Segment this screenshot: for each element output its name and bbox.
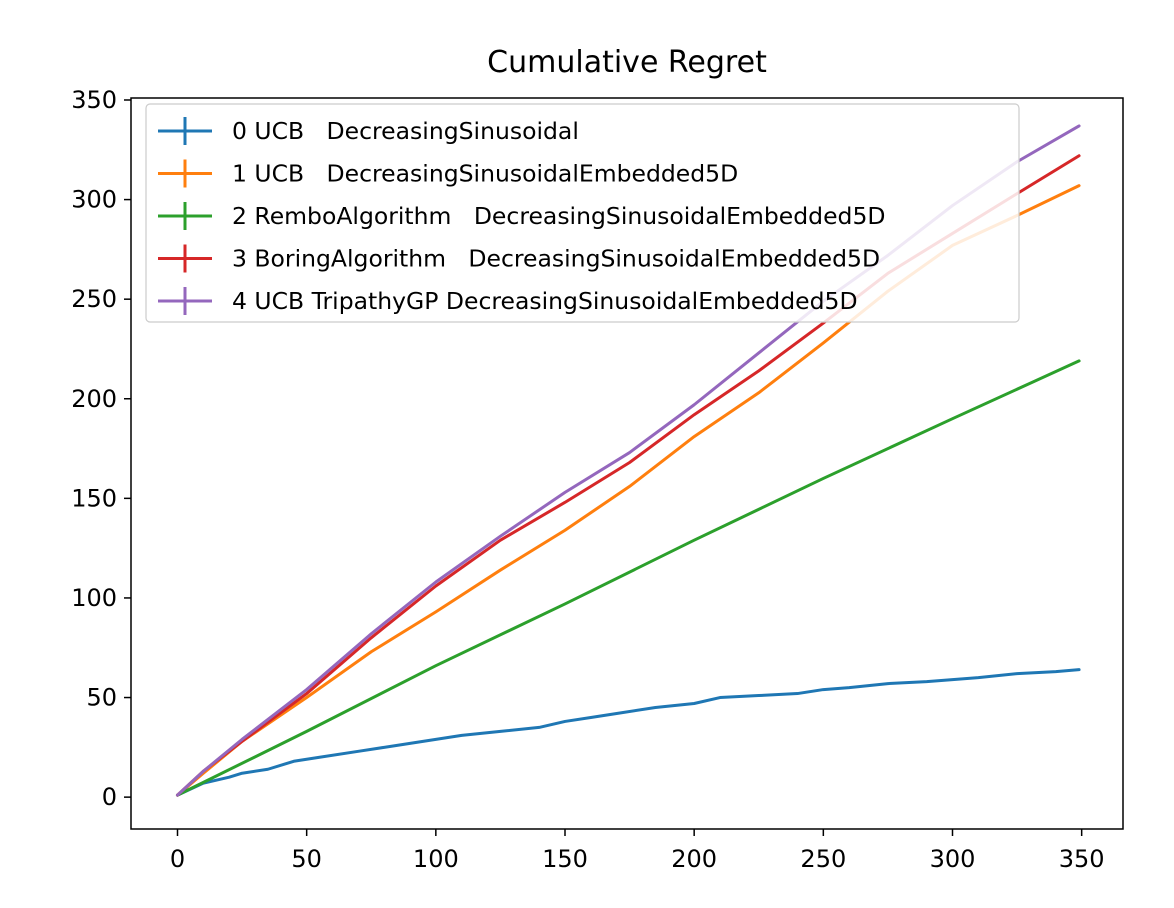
legend-label: 0 UCB DecreasingSinusoidal xyxy=(232,117,579,145)
legend-item: 2 RemboAlgorithm DecreasingSinusoidalEmb… xyxy=(158,202,886,230)
plot-frame xyxy=(130,97,1124,830)
legend-item: 0 UCB DecreasingSinusoidal xyxy=(158,117,579,145)
chart-title: Cumulative Regret xyxy=(487,45,767,80)
x-tick-label: 50 xyxy=(291,845,322,873)
series-line-0 xyxy=(176,668,1081,797)
y-tick-label: 250 xyxy=(71,285,117,313)
y-tick-label: 100 xyxy=(71,584,117,612)
legend-label: 1 UCB DecreasingSinusoidalEmbedded5D xyxy=(232,160,738,188)
y-tick-label: 200 xyxy=(71,385,117,413)
x-tick-label: 0 xyxy=(170,845,185,873)
series-line-2 xyxy=(176,359,1081,797)
legend-item: 4 UCB TripathyGP DecreasingSinusoidalEmb… xyxy=(158,287,858,315)
legend-label: 3 BoringAlgorithm DecreasingSinusoidalEm… xyxy=(232,245,880,273)
legend-item: 1 UCB DecreasingSinusoidalEmbedded5D xyxy=(158,159,738,188)
x-tick-label: 100 xyxy=(413,845,459,873)
x-tick-label: 350 xyxy=(1059,845,1105,873)
y-tick-label: 350 xyxy=(71,86,117,114)
x-tick-label: 250 xyxy=(800,845,846,873)
legend-label: 2 RemboAlgorithm DecreasingSinusoidalEmb… xyxy=(232,202,886,230)
y-tick-label: 150 xyxy=(71,484,117,512)
y-tick-label: 50 xyxy=(86,684,117,712)
legend-box xyxy=(145,103,1020,323)
y-tick-label: 0 xyxy=(102,783,117,811)
legend-item: 3 BoringAlgorithm DecreasingSinusoidalEm… xyxy=(158,244,880,273)
x-tick-label: 300 xyxy=(930,845,976,873)
axis-ticks: 0 50 100 150 200 250 300 350 0 50 100 150 200 250 300 3… xyxy=(71,86,1104,873)
legend: 0 UCB DecreasingSinusoidal 1 UCB Decreasi… xyxy=(145,103,1020,323)
legend-label: 4 UCB TripathyGP DecreasingSinusoidalEmb… xyxy=(232,287,858,315)
y-tick-label: 300 xyxy=(71,186,117,214)
x-tick-label: 200 xyxy=(671,845,717,873)
x-tick-label: 150 xyxy=(542,845,588,873)
